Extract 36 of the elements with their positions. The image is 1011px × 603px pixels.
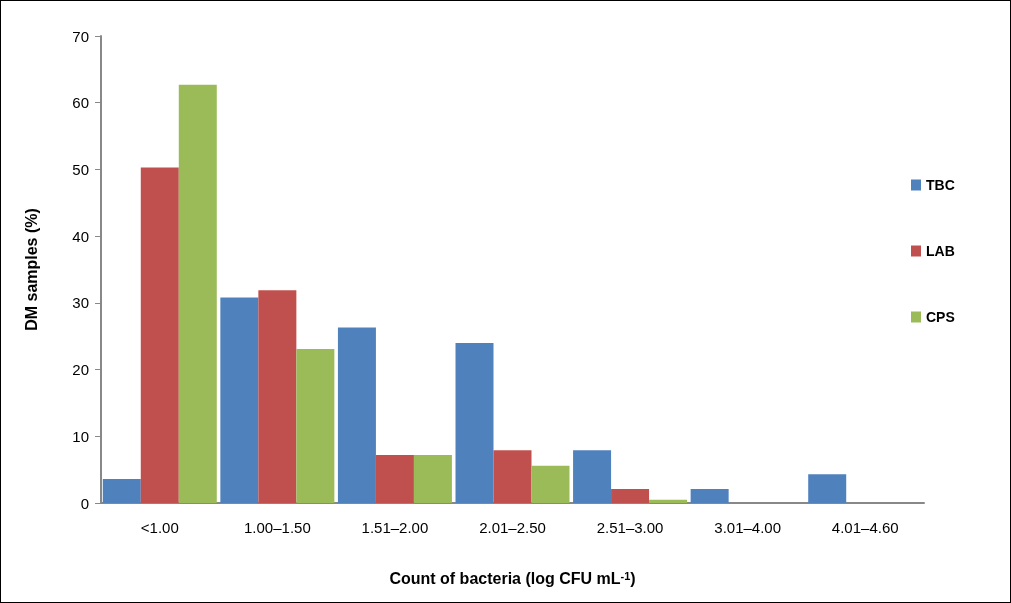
bar (220, 297, 259, 503)
x-tick-label: 2.51–3.00 (596, 519, 664, 536)
y-tick-label: 50 (72, 160, 89, 178)
x-tick-label: <1.00 (140, 519, 179, 536)
y-tick-label: 30 (72, 294, 89, 312)
x-tick-label: 2.01–2.50 (479, 519, 546, 536)
bar (690, 488, 729, 503)
bar (258, 290, 297, 503)
bar (611, 488, 650, 503)
y-tick-label: 70 (72, 27, 89, 45)
bar (649, 499, 688, 503)
x-tick-label: 1.51–2.00 (361, 519, 429, 536)
bar (296, 348, 335, 503)
bar (493, 450, 532, 503)
bar (178, 84, 217, 503)
y-tick-label: 40 (72, 227, 89, 245)
bar (455, 342, 494, 503)
legend-label: CPS (926, 309, 955, 325)
bar (337, 327, 376, 503)
bar (140, 167, 179, 503)
x-tick-label: 1.00–1.50 (243, 519, 311, 536)
legend-label: TBC (926, 177, 955, 193)
y-tick-label: 60 (72, 94, 89, 112)
bar (808, 474, 847, 503)
bar (413, 454, 452, 503)
bar (531, 465, 570, 503)
bar (375, 454, 414, 503)
y-tick-label: 0 (80, 494, 89, 512)
bar (102, 478, 141, 503)
y-tick-label: 10 (72, 427, 89, 445)
y-axis-title: DM samples (%) (22, 208, 40, 331)
y-tick-label: 20 (72, 361, 89, 379)
bar (573, 450, 612, 503)
x-tick-label: 3.01–4.00 (714, 519, 782, 536)
x-tick-label: 4.01–4.60 (831, 519, 899, 536)
legend-label: LAB (926, 243, 955, 259)
